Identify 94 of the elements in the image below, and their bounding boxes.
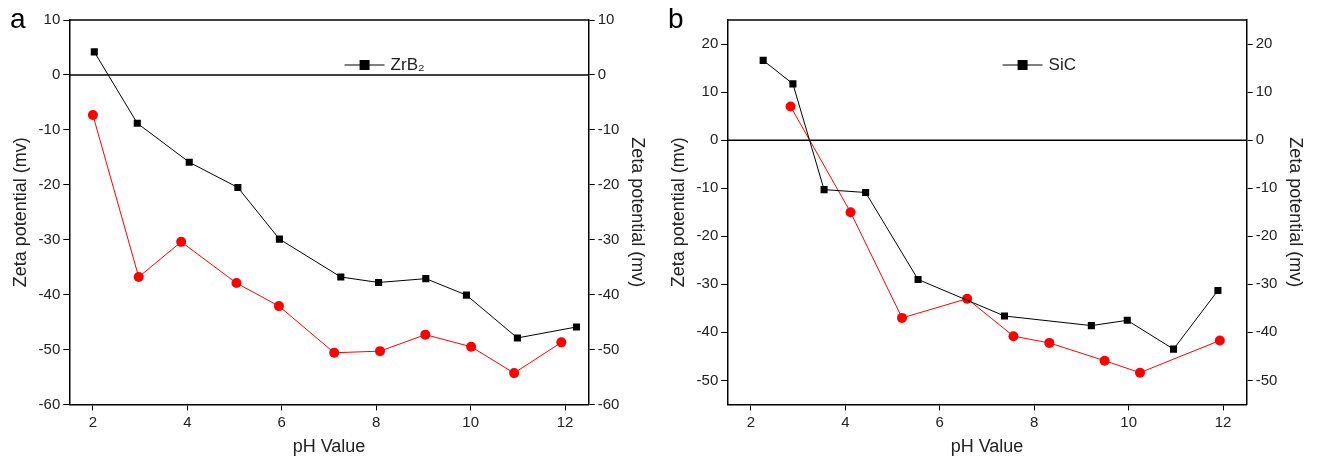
point xyxy=(375,278,383,287)
y2-tick-label: -10 xyxy=(597,119,620,137)
point xyxy=(420,329,431,340)
y-tick-label: -50 xyxy=(696,370,719,388)
y-axis-title: Zeta potential (mv) xyxy=(9,137,30,288)
text: a xyxy=(10,2,26,34)
point xyxy=(185,158,193,166)
y2-tick-label: -30 xyxy=(597,229,620,247)
point xyxy=(862,188,870,197)
point xyxy=(375,346,385,357)
text: b xyxy=(668,2,684,34)
x-axis-title: pH Value xyxy=(950,436,1024,457)
x-tick-label: 8 xyxy=(372,412,381,430)
y2-tick-label: -30 xyxy=(1255,274,1278,292)
point xyxy=(1087,322,1095,330)
point xyxy=(556,337,567,348)
point xyxy=(820,186,828,194)
legend-label: SiC xyxy=(1048,54,1076,74)
y2-tick-label: 10 xyxy=(1255,82,1273,100)
y-tick-label: -10 xyxy=(38,119,61,137)
y-tick-label: -30 xyxy=(38,229,61,247)
y-tick-label: 0 xyxy=(51,65,61,83)
point xyxy=(513,334,521,342)
point xyxy=(1169,345,1178,353)
y-tick-label: 20 xyxy=(701,34,719,52)
y-tick-label: -40 xyxy=(696,322,719,340)
point xyxy=(422,275,430,283)
x-axis-title: pH Value xyxy=(292,436,366,457)
x-tick-label: 10 xyxy=(462,412,480,430)
point xyxy=(90,48,98,56)
x-tick-label: 2 xyxy=(746,412,756,430)
point xyxy=(234,183,242,192)
point xyxy=(133,272,144,282)
point xyxy=(466,341,477,352)
point xyxy=(87,110,98,120)
point xyxy=(509,368,520,379)
x-tick-label: 4 xyxy=(183,412,192,430)
y2-tick-label: 0 xyxy=(1255,130,1265,148)
point xyxy=(759,56,767,64)
point xyxy=(1000,312,1009,320)
y2-tick-label: 0 xyxy=(597,65,607,83)
y2-tick-label: -50 xyxy=(1255,370,1278,388)
point xyxy=(329,347,340,358)
y-tick-label: -20 xyxy=(38,174,61,192)
point xyxy=(1008,331,1019,342)
point xyxy=(275,235,283,243)
legend-label: ZrB₂ xyxy=(390,54,425,74)
point xyxy=(133,119,141,127)
point xyxy=(337,273,345,281)
x-tick-label: 12 xyxy=(556,412,574,430)
point xyxy=(914,275,922,284)
y2-tick-label: -40 xyxy=(597,284,620,302)
y2-tick-label: -20 xyxy=(1255,226,1278,244)
x-tick-label: 4 xyxy=(841,412,850,430)
y2-tick-label: 10 xyxy=(597,10,615,28)
y-tick-label: -60 xyxy=(38,394,61,412)
y2-axis-title: Zeta potential (mv) xyxy=(1286,137,1307,288)
y-tick-label: -50 xyxy=(38,339,61,357)
x-tick-label: 6 xyxy=(277,412,286,430)
y-axis-title: Zeta potential (mv) xyxy=(667,137,688,288)
x-tick-label: 6 xyxy=(935,412,944,430)
point xyxy=(845,207,856,218)
y2-tick-label: -60 xyxy=(597,394,620,412)
point xyxy=(572,323,580,331)
point xyxy=(1044,337,1055,348)
point xyxy=(176,236,187,247)
y-tick-label: 10 xyxy=(43,10,61,28)
y-tick-label: -20 xyxy=(696,226,719,244)
y2-tick-label: -50 xyxy=(597,339,620,357)
y2-tick-label: -40 xyxy=(1255,322,1278,340)
y-tick-label: -40 xyxy=(38,284,61,302)
point xyxy=(462,291,470,299)
point xyxy=(273,301,284,312)
point xyxy=(1099,355,1110,366)
x-tick-label: 12 xyxy=(1214,412,1232,430)
x-tick-label: 2 xyxy=(88,412,98,430)
point xyxy=(785,101,796,112)
point xyxy=(1214,286,1222,295)
y-tick-label: -30 xyxy=(696,274,719,292)
x-tick-label: 10 xyxy=(1120,412,1138,430)
point xyxy=(789,80,797,88)
y2-tick-label: 20 xyxy=(1255,34,1273,52)
point xyxy=(897,312,907,323)
y2-axis-title: Zeta potential (mv) xyxy=(628,137,649,288)
y-tick-label: -10 xyxy=(696,178,719,196)
y2-tick-label: -20 xyxy=(597,174,620,192)
y2-tick-label: -10 xyxy=(1255,178,1278,196)
x-tick-label: 8 xyxy=(1030,412,1039,430)
point xyxy=(1135,367,1145,378)
y-tick-label: 0 xyxy=(709,130,719,148)
point xyxy=(1123,316,1131,324)
point xyxy=(231,278,242,289)
y-tick-label: 10 xyxy=(701,82,719,100)
point xyxy=(1214,335,1225,346)
